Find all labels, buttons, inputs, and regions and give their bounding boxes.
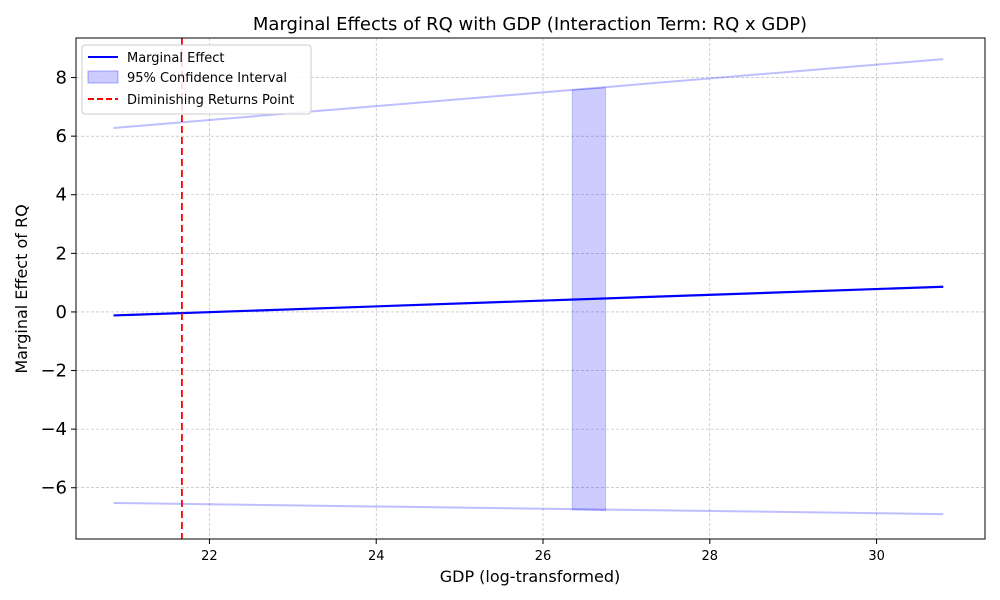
chart-title: Marginal Effects of RQ with GDP (Interac…: [253, 14, 807, 35]
y-tick-label: 6: [56, 126, 67, 147]
legend: Marginal Effect 95% Confidence Interval …: [81, 44, 312, 115]
legend-label-confidence-interval: 95% Confidence Interval: [127, 71, 287, 86]
y-tick-label: 2: [56, 243, 67, 264]
confidence-band-layer: [113, 58, 944, 516]
x-tick-label: 28: [702, 549, 719, 564]
legend-label-marginal-effect: Marginal Effect: [127, 51, 225, 66]
y-tick-label: 0: [56, 302, 67, 323]
marginal-effect-layer: [113, 285, 944, 317]
y-tick-label: 4: [56, 185, 67, 206]
y-tick-label: −6: [40, 478, 67, 499]
marginal-effect-line: [113, 285, 944, 317]
x-tick-label: 24: [368, 549, 385, 564]
ci-lower-bound: [113, 501, 944, 516]
legend-box: [81, 44, 312, 115]
y-axis-label: Marginal Effect of RQ: [12, 204, 31, 373]
ci-upper-bound: [113, 58, 944, 129]
x-tick-label: 26: [535, 549, 552, 564]
y-tick-label: −2: [40, 361, 67, 382]
x-axis-ticks: 22 24 26 28 30: [201, 539, 885, 564]
legend-marker-confidence-interval: [87, 70, 119, 84]
x-tick-label: 30: [868, 549, 885, 564]
y-axis-ticks: −6 −4 −2 0 2 4 6 8: [40, 68, 76, 499]
y-tick-label: −4: [40, 419, 67, 440]
x-tick-label: 22: [201, 549, 218, 564]
x-axis-label: GDP (log-transformed): [440, 567, 621, 586]
plot-frame: [75, 37, 986, 540]
legend-label-diminishing-returns: Diminishing Returns Point: [127, 93, 294, 108]
y-tick-label: 8: [56, 68, 67, 89]
